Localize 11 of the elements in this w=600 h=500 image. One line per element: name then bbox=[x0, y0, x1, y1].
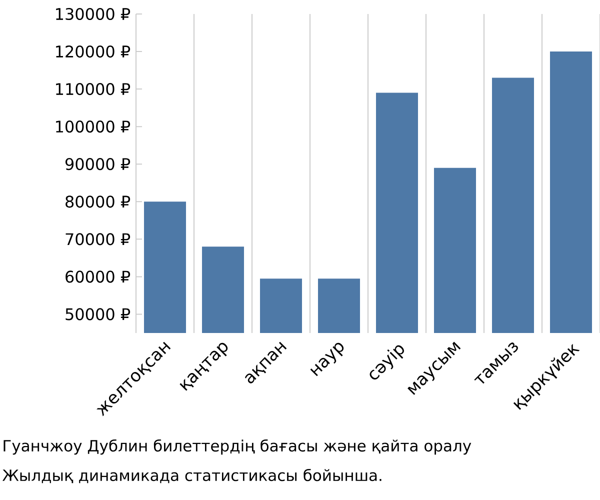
y-tick-label: 80000 ₽ bbox=[66, 196, 130, 208]
text: Гуанчжоу Дублин билеттердің бағасы және қайта оралу bbox=[4, 439, 472, 455]
y-tick-label: 60000 ₽ bbox=[66, 270, 130, 283]
y-tick-label: 70000 ₽ bbox=[66, 233, 130, 246]
y-tick-label: 120000 ₽ bbox=[56, 45, 130, 58]
y-tick-label: 50000 ₽ bbox=[66, 308, 130, 320]
y-tick-label: 100000 ₽ bbox=[56, 120, 130, 133]
y-tick-label: 90000 ₽ bbox=[65, 158, 130, 170]
y-tick-label: 110000 ₽ bbox=[56, 83, 130, 96]
text: Жылдық динамикада статистикасы бойынша. bbox=[2, 468, 382, 484]
y-tick-label: 130000 ₽ bbox=[56, 8, 130, 20]
